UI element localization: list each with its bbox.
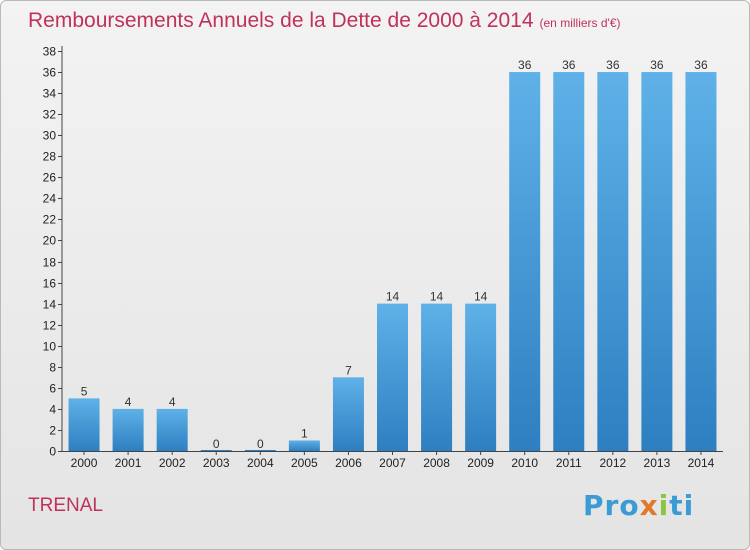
- x-tick-label: 2008: [423, 456, 450, 470]
- x-tick-label: 2000: [71, 456, 98, 470]
- bar-2000: [68, 398, 100, 451]
- y-tick-label: 22: [43, 213, 57, 227]
- data-label: 4: [125, 395, 132, 409]
- y-tick-label: 2: [49, 424, 56, 438]
- data-label: 5: [81, 384, 88, 398]
- logo-part: i: [658, 489, 670, 522]
- bar-2007: [377, 303, 408, 451]
- logo-part: Pro: [583, 489, 640, 522]
- y-tick-label: 0: [49, 445, 56, 459]
- bar-2004: [244, 450, 276, 451]
- bar-2010: [509, 72, 541, 451]
- x-tick-label: 2003: [203, 456, 230, 470]
- y-tick-label: 10: [43, 340, 57, 354]
- proxiti-logo: Proxiti: [583, 489, 694, 522]
- town-name: TRENAL: [28, 495, 103, 516]
- y-tick-label: 24: [43, 192, 57, 206]
- data-label: 0: [257, 437, 264, 451]
- bar-2006: [332, 377, 364, 451]
- chart-title: Remboursements Annuels de la Dette de 20…: [28, 9, 621, 33]
- data-label: 36: [518, 58, 532, 72]
- chart-unit-label: (en milliers d'€): [539, 16, 621, 30]
- x-tick-label: 2004: [247, 456, 274, 470]
- data-label: 36: [650, 58, 664, 72]
- x-tick-label: 2006: [335, 456, 362, 470]
- x-tick-label: 2010: [511, 456, 538, 470]
- x-tick-label: 2013: [644, 456, 671, 470]
- data-label: 36: [606, 58, 620, 72]
- logo-part: ti: [669, 489, 695, 522]
- y-tick-label: 26: [43, 171, 57, 185]
- bar-2001: [112, 408, 144, 451]
- x-tick-label: 2014: [688, 456, 715, 470]
- y-tick-label: 6: [49, 382, 56, 396]
- y-tick-label: 38: [43, 45, 57, 59]
- bar-2014: [685, 72, 717, 451]
- x-tick-label: 2012: [599, 456, 626, 470]
- data-label: 0: [213, 437, 220, 451]
- data-label: 36: [562, 58, 576, 72]
- y-tick-label: 28: [43, 150, 57, 164]
- y-tick-label: 32: [43, 108, 57, 122]
- data-label: 4: [169, 395, 176, 409]
- x-tick-label: 2002: [159, 456, 186, 470]
- y-tick-label: 4: [49, 403, 56, 417]
- bar-2013: [641, 72, 673, 451]
- data-label: 1: [301, 426, 308, 440]
- y-tick-label: 8: [49, 361, 56, 375]
- bar-2002: [156, 408, 188, 451]
- bar-2005: [288, 440, 320, 451]
- y-tick-label: 36: [43, 66, 57, 80]
- bar-2003: [200, 450, 232, 451]
- x-tick-label: 2005: [291, 456, 318, 470]
- y-tick-label: 20: [43, 234, 57, 248]
- bar-2011: [553, 72, 585, 451]
- x-tick-label: 2007: [379, 456, 406, 470]
- x-tick-label: 2001: [115, 456, 142, 470]
- data-label: 14: [430, 290, 444, 304]
- data-label: 36: [694, 58, 708, 72]
- logo-part: x: [639, 489, 659, 522]
- y-tick-label: 14: [43, 298, 57, 312]
- data-label: 14: [474, 290, 488, 304]
- y-tick-label: 34: [43, 87, 57, 101]
- bar-2009: [465, 303, 497, 451]
- x-tick-label: 2009: [467, 456, 494, 470]
- bar-2012: [597, 72, 629, 451]
- y-tick-label: 16: [43, 277, 57, 291]
- bar-2008: [421, 303, 453, 451]
- x-tick-label: 2011: [556, 456, 582, 470]
- data-label: 14: [386, 290, 400, 304]
- y-tick-label: 12: [43, 319, 57, 333]
- data-label: 7: [345, 363, 352, 377]
- y-tick-label: 30: [43, 129, 57, 143]
- chart-title-text: Remboursements Annuels de la Dette de 20…: [28, 9, 534, 32]
- y-tick-label: 18: [43, 256, 57, 270]
